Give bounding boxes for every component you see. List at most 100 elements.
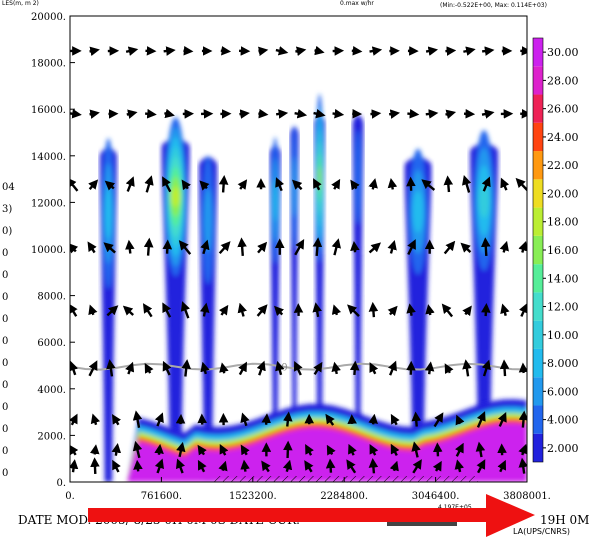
- colorbar-label: 24.00: [547, 131, 579, 144]
- wind-vector: [70, 113, 77, 114]
- wind-vector: [296, 365, 301, 375]
- contour-region: [413, 191, 424, 233]
- colorbar-swatch: [533, 179, 543, 207]
- left-fragment-label: 0: [2, 402, 8, 413]
- y-tick-label: 10000.: [31, 245, 66, 256]
- wind-vector: [137, 415, 139, 428]
- left-fragment-label: 0: [2, 358, 8, 369]
- wind-vector: [258, 245, 264, 252]
- wind-vector: [145, 114, 152, 115]
- convective-plume: [270, 137, 281, 426]
- wind-vector: [390, 309, 395, 314]
- wind-vector: [486, 242, 487, 256]
- wind-vector: [393, 418, 397, 425]
- wind-vector: [245, 464, 246, 471]
- wind-vector: [114, 464, 118, 472]
- y-tick-label: 16000.: [31, 105, 66, 116]
- wind-vector: [147, 180, 151, 192]
- wind-vector: [416, 416, 417, 426]
- colorbar-swatch: [533, 95, 543, 123]
- wind-vector: [258, 114, 263, 115]
- y-tick-label: 12000.: [31, 198, 66, 209]
- colorbar-swatch: [533, 208, 543, 236]
- wind-vector: [373, 463, 374, 474]
- wind-vector: [276, 50, 284, 52]
- convective-plume: [314, 94, 325, 436]
- wind-vector: [148, 242, 149, 255]
- wind-vector: [330, 463, 331, 472]
- wind-vector: [90, 183, 95, 189]
- colorbar-swatch: [533, 377, 543, 405]
- wind-vector: [223, 465, 225, 470]
- y-tick-label: 2000.: [37, 431, 66, 442]
- wind-vector: [73, 464, 74, 472]
- wind-vector: [126, 50, 133, 52]
- convective-plume: [290, 126, 299, 434]
- colorbar-label: 18.00: [547, 216, 579, 229]
- wind-vector: [372, 367, 376, 374]
- convective-plume: [470, 130, 498, 435]
- wind-vector: [90, 245, 95, 252]
- colorbar: 2.000 4.000 6.000 8.000 10.00 12.00 14.00 16.00…: [533, 38, 579, 462]
- wind-vector: [127, 113, 133, 114]
- wind-vector: [91, 309, 93, 315]
- colorbar-label: 28.00: [547, 74, 579, 87]
- wind-vector: [482, 113, 490, 115]
- colorbar-label: 10.00: [547, 329, 579, 342]
- wind-vector: [223, 367, 224, 373]
- left-fragment-label: 04: [2, 182, 15, 193]
- contour-region: [171, 187, 180, 207]
- x-tick-label: 0.: [65, 491, 75, 502]
- wind-vector: [335, 366, 337, 374]
- wind-vector: [287, 416, 288, 426]
- wind-vector: [241, 307, 244, 316]
- x-tick-label: 761600.: [141, 491, 182, 502]
- zero-contour-label: 0: [281, 363, 287, 374]
- left-fragment-label: 0: [2, 292, 8, 303]
- wind-vector: [354, 365, 355, 375]
- y-tick-label: 8000.: [37, 292, 66, 303]
- colorbar-label: 6.000: [547, 385, 579, 398]
- wind-vector: [128, 181, 132, 192]
- y-tick-label: 6000.: [37, 338, 66, 349]
- wind-vector: [266, 418, 267, 425]
- left-fragment-label: 0: [2, 314, 8, 325]
- wind-vector: [504, 364, 505, 376]
- footer-right-time: 19H 0M: [540, 513, 589, 527]
- wind-vector: [242, 242, 243, 256]
- wind-vector: [466, 364, 468, 376]
- y-tick-label: 20000.: [31, 12, 66, 23]
- wind-vector: [394, 465, 396, 470]
- wind-vector: [114, 418, 118, 425]
- wind-vector: [503, 182, 507, 190]
- contour-region: [355, 130, 361, 225]
- wind-vector: [410, 308, 411, 316]
- left-fragment-label: 0: [2, 336, 8, 347]
- wind-vector: [220, 245, 228, 254]
- colorbar-swatch: [533, 236, 543, 264]
- wind-vector: [164, 51, 171, 52]
- wind-vector: [370, 114, 376, 115]
- convective-plume: [405, 149, 432, 436]
- contour-region: [204, 188, 212, 252]
- wind-vector: [352, 51, 358, 52]
- wind-vector: [373, 183, 374, 190]
- left-fragment-label: 0: [2, 446, 8, 457]
- wind-vector: [185, 364, 186, 377]
- y-tick-label: 14000.: [31, 152, 66, 163]
- wind-vector: [334, 243, 337, 255]
- contour-region: [293, 156, 297, 218]
- wind-vector: [370, 50, 378, 51]
- wind-vector: [276, 113, 283, 114]
- wind-vector: [126, 309, 133, 315]
- y-tick-label: 4000.: [37, 385, 66, 396]
- colorbar-swatch: [533, 123, 543, 151]
- wind-vector: [373, 419, 374, 425]
- colorbar-swatch: [533, 38, 543, 66]
- wind-vector: [240, 183, 244, 189]
- x-tick-label: 2284800.: [320, 491, 368, 502]
- left-fragment-label: 0): [2, 226, 12, 237]
- wind-vector: [426, 113, 434, 114]
- colorbar-swatch: [533, 151, 543, 179]
